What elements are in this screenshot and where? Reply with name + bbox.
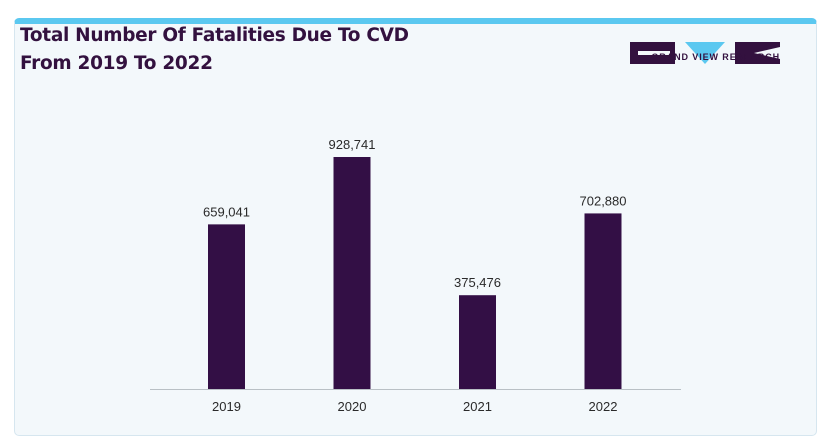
chart-card: [14, 18, 817, 436]
logo-text: GRAND VIEW RESEARCH: [651, 52, 780, 62]
logo-triangle-icon: [685, 42, 725, 64]
logo-left-block-icon: [630, 42, 675, 64]
data-label-2021: 375,476: [454, 275, 501, 290]
bar-2019: [208, 224, 245, 389]
bar-2021: [459, 295, 496, 389]
x-tick-label-2020: 2020: [338, 399, 367, 414]
x-tick-label-2022: 2022: [589, 399, 618, 414]
data-label-2020: 928,741: [329, 137, 376, 152]
chart-title-line-1: Total Number Of Fatalities Due To CVD: [20, 25, 409, 46]
data-label-2019: 659,041: [203, 204, 250, 219]
chart-title-line-2: From 2019 To 2022: [20, 53, 213, 74]
bar-2022: [584, 213, 622, 389]
data-label-2022: 702,880: [580, 193, 627, 208]
bar-2020: [333, 157, 371, 389]
logo-right-block-icon: [735, 42, 780, 64]
x-tick-label-2019: 2019: [212, 399, 241, 414]
chart-title: Total Number Of Fatalities Due To CVD Fr…: [20, 22, 490, 78]
x-tick-label-2021: 2021: [463, 399, 492, 414]
grand-view-research-logo: [630, 42, 780, 64]
